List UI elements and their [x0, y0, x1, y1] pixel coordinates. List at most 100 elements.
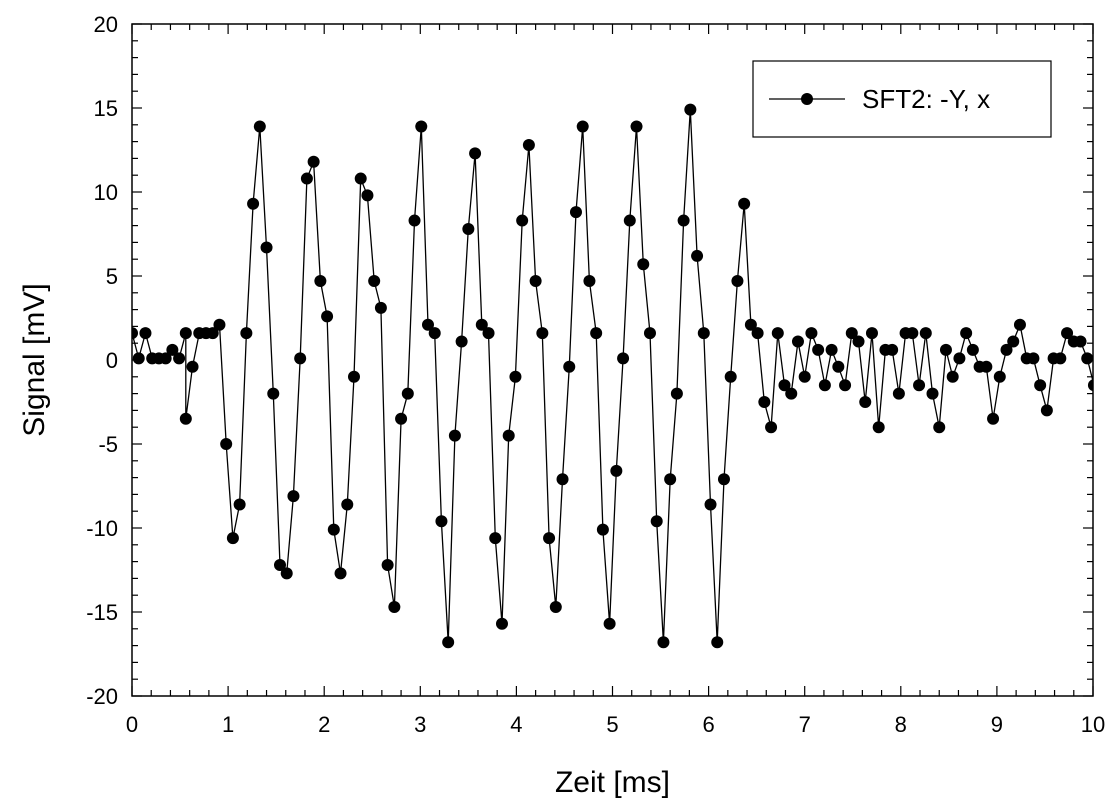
data-point	[717, 473, 730, 486]
data-point	[233, 498, 246, 511]
legend-label: SFT2: -Y, x	[862, 84, 990, 114]
data-point	[731, 275, 744, 288]
data-point	[327, 523, 340, 536]
data-point	[785, 387, 798, 400]
data-point	[1000, 343, 1013, 356]
data-point	[919, 327, 932, 340]
series-layer	[132, 103, 1111, 649]
data-point	[186, 360, 199, 373]
x-tick-label: 5	[606, 712, 618, 737]
data-point	[469, 147, 482, 160]
data-point	[738, 197, 751, 210]
data-point	[334, 567, 347, 580]
data-point	[132, 352, 145, 365]
x-tick-label: 0	[126, 712, 138, 737]
data-point	[522, 138, 535, 151]
data-point	[273, 558, 286, 571]
x-tick-label: 9	[991, 712, 1003, 737]
data-point	[1040, 404, 1053, 417]
data-point	[415, 120, 428, 133]
data-point	[825, 343, 838, 356]
data-point	[509, 370, 522, 383]
data-point	[684, 103, 697, 116]
data-point	[179, 327, 192, 340]
data-point	[563, 360, 576, 373]
data-point	[892, 387, 905, 400]
data-point	[1101, 352, 1111, 364]
data-point	[583, 275, 596, 288]
data-point	[280, 567, 293, 580]
data-point	[462, 222, 475, 235]
x-tick-label: 4	[510, 712, 522, 737]
data-point	[906, 327, 919, 340]
x-tick-label: 3	[414, 712, 426, 737]
data-point	[395, 412, 408, 425]
data-point	[226, 532, 239, 545]
data-point	[865, 327, 878, 340]
data-point	[173, 352, 186, 365]
data-point	[576, 120, 589, 133]
data-point	[428, 327, 441, 340]
data-point	[670, 387, 683, 400]
data-point	[933, 421, 946, 434]
y-tick-label: -5	[98, 432, 118, 457]
data-point	[300, 172, 313, 185]
data-point	[617, 352, 630, 365]
data-point	[650, 515, 663, 528]
plot-area-frame	[131, 23, 1094, 697]
data-point	[455, 335, 468, 348]
data-point	[643, 327, 656, 340]
data-point	[502, 429, 515, 442]
data-point	[913, 379, 926, 392]
data-point	[664, 473, 677, 486]
data-point	[529, 275, 542, 288]
data-point	[610, 464, 623, 477]
data-point	[347, 370, 360, 383]
data-point	[374, 301, 387, 314]
data-point	[435, 515, 448, 528]
data-point	[987, 412, 1000, 425]
y-tick-label: 15	[94, 96, 118, 121]
data-point	[791, 335, 804, 348]
data-point	[724, 370, 737, 383]
data-point	[1081, 352, 1093, 365]
y-tick-label: -15	[86, 600, 118, 625]
data-point	[361, 189, 374, 202]
data-point	[630, 120, 643, 133]
data-point	[603, 617, 616, 630]
data-point	[475, 318, 488, 331]
data-point	[166, 343, 179, 356]
data-point	[368, 275, 381, 288]
data-point	[139, 327, 152, 340]
data-point	[1013, 318, 1026, 331]
x-tick-label: 10	[1081, 712, 1105, 737]
legend: SFT2: -Y, x	[752, 60, 1052, 138]
data-point	[832, 360, 845, 373]
data-point	[1034, 379, 1047, 392]
data-point	[569, 206, 582, 219]
data-point	[307, 155, 320, 168]
data-point	[401, 387, 414, 400]
data-point	[482, 327, 495, 340]
data-point	[596, 523, 609, 536]
legend-marker	[801, 93, 813, 105]
data-point	[798, 370, 811, 383]
data-point	[1054, 352, 1067, 365]
data-point	[926, 387, 939, 400]
data-point	[677, 214, 690, 227]
x-tick-label: 1	[222, 712, 234, 737]
x-tick-label: 6	[702, 712, 714, 737]
data-point	[132, 327, 138, 340]
data-point	[845, 327, 858, 340]
data-point	[966, 343, 979, 356]
data-point	[247, 197, 260, 210]
data-point	[220, 438, 233, 450]
data-point	[765, 421, 778, 434]
data-point	[556, 473, 569, 486]
data-point	[980, 360, 993, 373]
data-point	[287, 490, 300, 503]
data-point	[159, 352, 172, 365]
data-point	[711, 636, 724, 649]
data-point	[1027, 352, 1040, 365]
